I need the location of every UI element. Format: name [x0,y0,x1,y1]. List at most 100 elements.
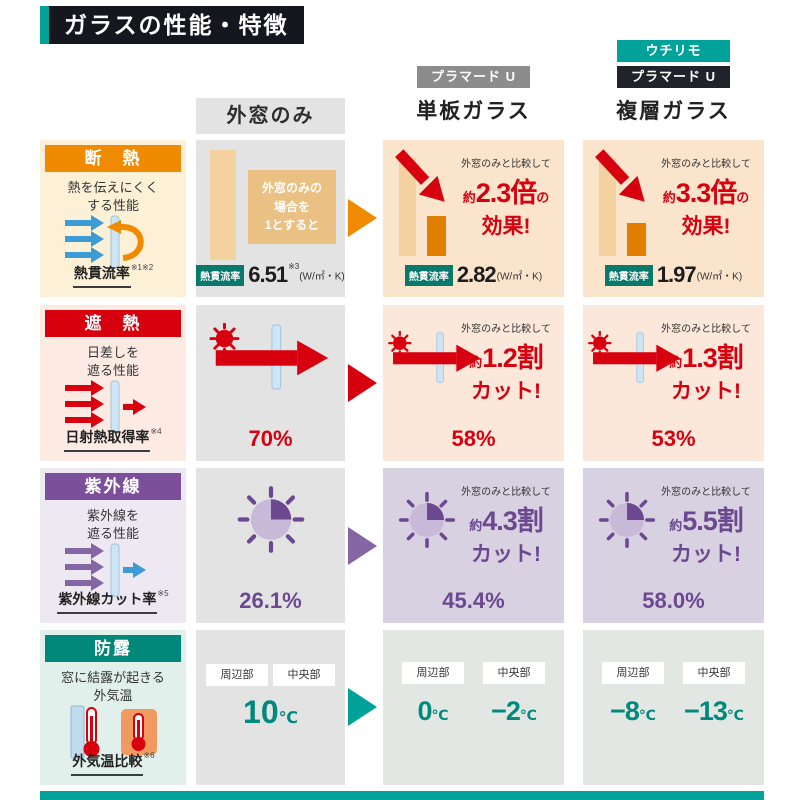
badge-plamado-single: プラマード U [417,66,530,88]
cell-dew-baseline: 周辺部 中央部 10℃ [196,630,345,785]
cell-insulation-baseline: 外窓のみの 場合を 1とすると 熱貫流率 6.51※3(W/㎡・K) [196,140,345,297]
metric-text: 外気温比較 [71,751,144,776]
feature-desc-dew: 窓に結露が起きる 外気温 [40,669,186,704]
temp-unit: ℃ [638,707,656,723]
metric-label-insulation: 熱貫流率※1※2 [40,263,186,288]
metric-note: ※6 [143,751,155,760]
cell-shade-baseline: 70% [196,305,345,461]
note-line: 外窓のみの [261,181,322,195]
approx: 約 [469,355,483,370]
feature-desc-shade: 日差しを 遮る性能 [40,344,186,379]
cell-shade-double: 外窓のみと比較して 約1.3割 カット! 53% [583,305,764,461]
temp-number: 0 [417,696,433,726]
insulation-arrows-icon [40,214,186,270]
baseline-bar [399,158,416,256]
metric-note: ※4 [150,427,162,436]
u-value-label: 熱貫流率 [196,264,245,286]
shade-single-value: 58% [451,426,496,451]
effect-text: 効果! [681,215,731,238]
u-value-unit: (W/㎡・K) [696,271,743,283]
feature-cell-shade: 遮 熱 日差しを 遮る性能 日射熱取得率※4 [40,305,186,461]
tail: の [736,190,750,205]
zone-center-label: 中央部 [483,662,545,684]
temp-unit: ℃ [278,710,298,727]
temp-unit: ℃ [519,707,537,723]
compare-value: 約2.3倍の [453,171,559,210]
u-value-single: 熱貫流率 2.82(W/㎡・K) [383,262,564,288]
uv-single-value: 45.4% [442,588,505,613]
metric-text: 紫外線カット率 [57,589,158,614]
approx: 約 [669,355,683,370]
effect-text: カット! [671,380,741,403]
feature-cell-insulation: 断 熱 熱を伝えにくく する性能 熱貫流率※1※2 [40,140,186,297]
dew-single-edge-temp: 0℃ [402,696,464,727]
u-value-double: 熱貫流率 1.97(W/㎡・K) [583,262,764,288]
temp-group-edge: 周辺部 0℃ [402,662,464,727]
uv-sun-icon [395,490,459,555]
metric-note: ※1※2 [130,263,154,272]
u-value-label: 熱貫流率 [604,264,653,286]
metric-text: 日射熱取得率 [64,427,151,452]
comparison-insulation-double: 外窓のみと比較して 約3.3倍の 効果! [653,155,759,240]
cell-dew-single: 周辺部 0℃ 中央部 −2℃ [383,630,564,785]
temp-number: −2 [491,696,521,726]
big-value: 2.3倍 [475,178,538,208]
comparison-uv-double: 外窓のみと比較して 約5.5割 カット! [653,483,759,568]
thermometer-icon [40,704,186,760]
comparison-uv-single: 外窓のみと比較して 約4.3割 カット! [453,483,559,568]
u-value-label: 熱貫流率 [404,264,453,286]
feature-header-insulation: 断 熱 [45,145,181,172]
temp-number: −13 [684,696,728,726]
baseline-bar [599,158,616,256]
approx: 約 [662,190,676,205]
effect-text: 効果! [481,215,531,238]
compare-value: 約5.5割 [653,499,759,538]
u-value-baseline: 熱貫流率 6.51※3(W/㎡・K) [196,262,345,288]
temp-pair: 周辺部 0℃ 中央部 −2℃ [383,662,564,727]
comparison-shade-double: 外窓のみと比較して 約1.3割 カット! [653,320,759,405]
compare-value: 約3.3倍の [653,171,759,210]
big-value: 4.3割 [482,506,544,536]
badge-plamado-double: プラマード U [617,66,730,88]
compare-note: 外窓のみと比較して [661,159,751,170]
compare-note: 外窓のみと比較して [461,159,551,170]
feature-cell-dew: 防露 窓に結露が起きる 外気温 外気温比較※6 [40,630,186,785]
zone-edge-label: 周辺部 [402,662,464,684]
comparison-insulation-single: 外窓のみと比較して 約2.3倍の 効果! [453,155,559,240]
desc-line: 紫外線を [86,508,139,523]
column-header-single: 単板ガラス [416,100,531,123]
improved-bar [627,223,646,256]
metric-note: ※5 [157,589,169,598]
insulation-bar-chart [395,149,467,256]
metric-text: 熱貫流率 [72,263,131,288]
zone-center-label: 中央部 [273,664,335,686]
u-value-unit: (W/㎡・K) [299,271,345,283]
metric-label-dew: 外気温比較※6 [40,751,186,776]
desc-line: 遮る性能 [86,525,139,541]
zone-edge-label: 周辺部 [602,662,664,684]
shade-double-value: 53% [651,426,696,451]
u-value-number: 1.97 [656,262,697,287]
cell-shade-single: 外窓のみと比較して 約1.2割 カット! 58% [383,305,564,461]
note-line: 1とすると [264,218,320,233]
sun-heat-arrow-icon [587,330,685,389]
flow-arrow-insulation [348,199,377,237]
temp-number: 10 [243,694,279,730]
page-title: ガラスの性能・特徴 [40,6,304,44]
badge-uchirimo: ウチリモ [617,40,730,62]
decrease-arrow-icon [595,149,645,202]
compare-note: 外窓のみと比較して [661,324,751,335]
cell-uv-double: 外窓のみと比較して 約5.5割 カット! 58.0% [583,468,764,623]
flow-arrow-uv [348,527,377,565]
big-value: 1.3割 [682,343,744,373]
approx: 約 [669,518,683,533]
temp-zone-labels: 周辺部 中央部 [196,664,345,686]
dew-double-edge-temp: −8℃ [602,696,664,727]
compare-value: 約1.2割 [453,336,559,375]
compare-note: 外窓のみと比較して [461,487,551,498]
u-value-unit: (W/㎡・K) [496,271,543,283]
cell-insulation-single: 外窓のみと比較して 約2.3倍の 効果! 熱貫流率 2.82(W/㎡・K) [383,140,564,297]
feature-header-dew: 防露 [45,635,181,662]
temp-group-edge: 周辺部 −8℃ [602,662,664,727]
